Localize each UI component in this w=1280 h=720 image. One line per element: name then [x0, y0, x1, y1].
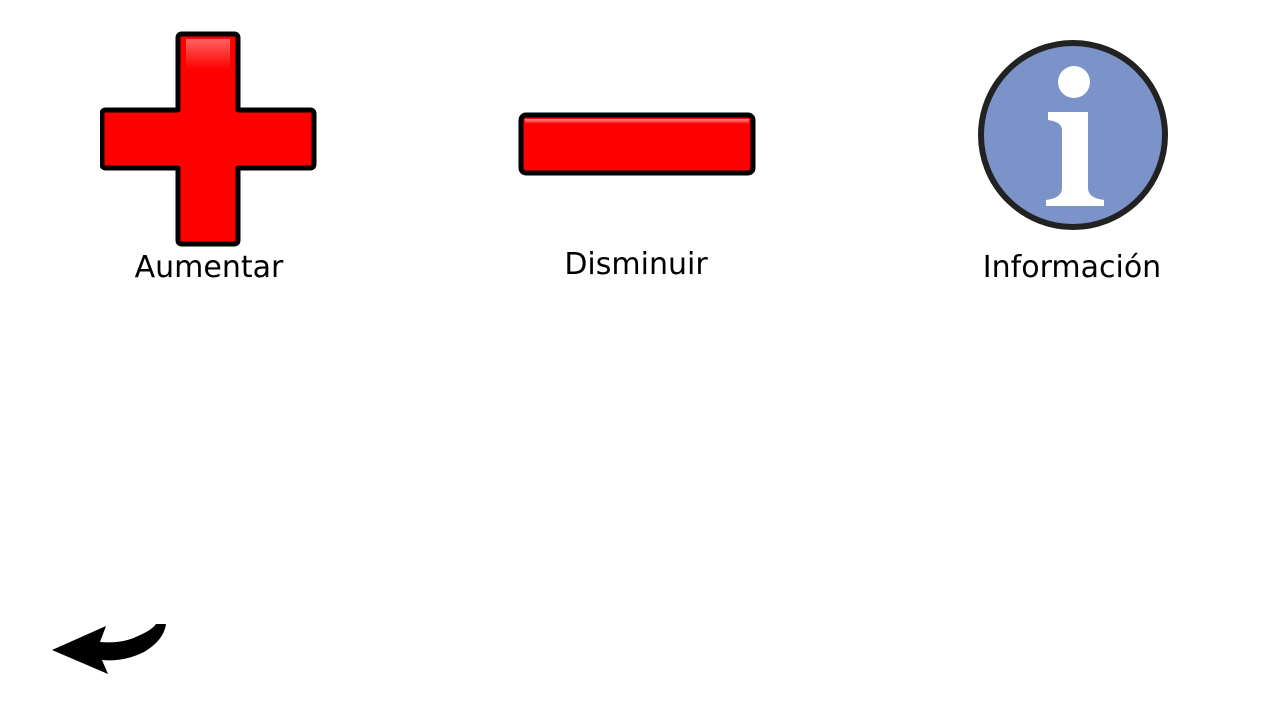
- info-icon: [978, 40, 1168, 230]
- plus-icon: [100, 31, 317, 247]
- increase-label: Aumentar: [134, 250, 284, 285]
- info-button[interactable]: Información: [972, 36, 1172, 292]
- minus-icon: [518, 112, 756, 176]
- back-button[interactable]: [48, 618, 172, 678]
- back-arrow-icon: [52, 624, 166, 674]
- decrease-button[interactable]: Disminuir: [510, 108, 762, 290]
- increase-button[interactable]: Aumentar: [96, 28, 322, 290]
- info-label: Información: [982, 250, 1162, 285]
- decrease-label: Disminuir: [564, 247, 708, 282]
